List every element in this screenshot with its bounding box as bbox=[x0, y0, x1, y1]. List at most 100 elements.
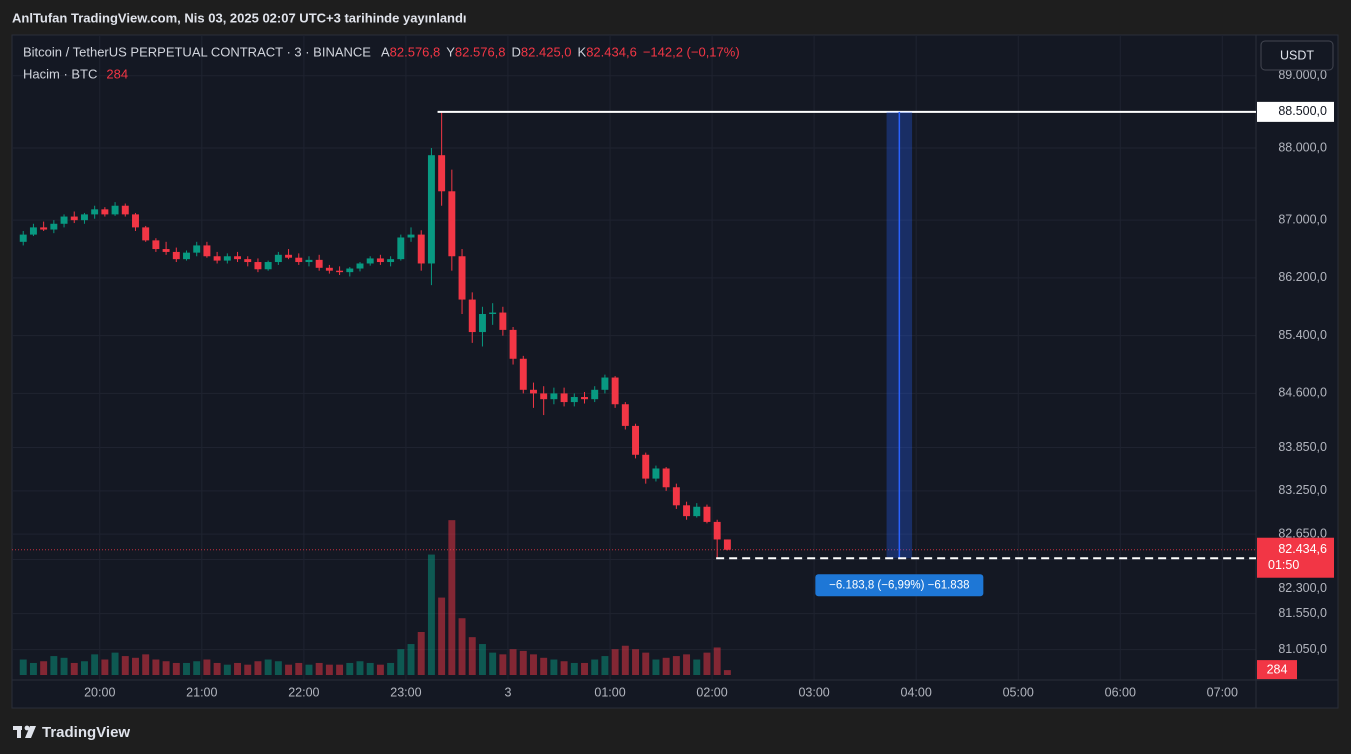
volume-bar bbox=[346, 662, 354, 675]
candle-body bbox=[723, 539, 731, 550]
plot bbox=[19, 111, 731, 675]
volume-bar bbox=[713, 647, 721, 675]
candle-body bbox=[672, 487, 680, 506]
volume-bar bbox=[591, 659, 599, 675]
volume-bar bbox=[132, 657, 139, 675]
currency-label[interactable]: USDT bbox=[1280, 48, 1314, 62]
x-tick-label: 04:00 bbox=[901, 685, 932, 699]
candle-body bbox=[458, 256, 466, 300]
candle-body bbox=[121, 205, 129, 215]
volume-bar bbox=[50, 656, 58, 675]
publish-title: AnlTufan TradingView.com, Nis 03, 2025 0… bbox=[12, 10, 467, 25]
ohlc-value: 82.576,8 bbox=[390, 44, 441, 59]
volume-bar bbox=[662, 657, 670, 675]
x-tick-label: 21:00 bbox=[186, 685, 217, 699]
volume-bar bbox=[438, 597, 446, 675]
candle-body bbox=[417, 234, 425, 264]
volume-bar bbox=[478, 644, 486, 675]
ohlc-key: D bbox=[512, 44, 521, 59]
legend: Bitcoin / TetherUS PERPETUAL CONTRACT · … bbox=[23, 44, 740, 81]
candle-body bbox=[468, 299, 476, 333]
volume-bar bbox=[387, 662, 395, 675]
volume-bar bbox=[285, 664, 293, 675]
overlay: 89.000,0 88.000,0 87.000,0 86.200,0 85.400,0… bbox=[12, 68, 1334, 699]
volume-bar bbox=[356, 661, 364, 675]
volume-bar bbox=[642, 652, 650, 675]
x-tick-label: 20:00 bbox=[84, 685, 115, 699]
x-tick-label: 3 bbox=[504, 685, 511, 699]
candle-body bbox=[183, 252, 190, 260]
candle-body bbox=[60, 216, 68, 224]
candle-body bbox=[662, 468, 670, 488]
y-tick-label: 81.550,0 bbox=[1278, 606, 1327, 620]
volume-bar bbox=[519, 650, 527, 675]
volume-bar bbox=[672, 656, 680, 675]
candle-body bbox=[611, 377, 619, 405]
volume-bar bbox=[336, 664, 344, 675]
candle-body bbox=[305, 259, 313, 263]
candle-body bbox=[234, 256, 242, 260]
last-price-box bbox=[1257, 537, 1334, 578]
y-tick-label: 84.600,0 bbox=[1278, 386, 1327, 400]
ohlc-value: 82.576,8 bbox=[455, 44, 506, 59]
y-tick-label: 88.000,0 bbox=[1278, 140, 1327, 154]
volume-bar bbox=[29, 662, 37, 675]
candle-body bbox=[346, 268, 354, 273]
grid bbox=[12, 35, 1256, 680]
y-tick-label: 89.000,0 bbox=[1278, 68, 1327, 82]
y-tick-label: 82.650,0 bbox=[1278, 526, 1327, 540]
volume-bar bbox=[193, 661, 201, 675]
candle-body bbox=[570, 397, 578, 403]
candle-body bbox=[581, 397, 588, 400]
volume-bar bbox=[407, 644, 415, 675]
currency-button[interactable] bbox=[1260, 40, 1334, 71]
candle-body bbox=[407, 234, 415, 238]
volume-bar bbox=[652, 659, 660, 675]
volume-bar bbox=[183, 662, 190, 675]
candle-body bbox=[387, 259, 395, 263]
candle-body bbox=[254, 262, 262, 270]
volume-bar bbox=[91, 654, 99, 675]
change-value: −142,2 (−0,17%) bbox=[643, 44, 740, 59]
x-tick-label: 06:00 bbox=[1105, 685, 1136, 699]
volume-bar bbox=[40, 661, 48, 675]
y-tick-label: 82.300,0 bbox=[1278, 581, 1327, 595]
measure-label: −6.183,8 (−6,99%) −61.838 bbox=[829, 579, 969, 591]
candle-body bbox=[19, 234, 27, 242]
candle-body bbox=[80, 214, 88, 221]
volume-bar bbox=[121, 656, 129, 675]
candle-body bbox=[285, 254, 293, 258]
volume-bar bbox=[152, 659, 160, 675]
candle-body bbox=[397, 237, 405, 260]
candle-body bbox=[142, 227, 150, 241]
volume-bar bbox=[499, 654, 507, 675]
candle-body bbox=[713, 521, 721, 540]
symbol-title: Bitcoin / TetherUS PERPETUAL CONTRACT · … bbox=[23, 44, 371, 59]
candle-body bbox=[683, 505, 691, 517]
ohlc-key: Y bbox=[446, 44, 455, 59]
candle-body bbox=[530, 389, 537, 394]
candle-body bbox=[325, 267, 333, 271]
candle-body bbox=[632, 425, 640, 455]
volume-bar bbox=[530, 654, 537, 675]
candle-body bbox=[642, 454, 650, 479]
volume-bar bbox=[234, 662, 242, 675]
volume-bar bbox=[142, 654, 150, 675]
candle-body bbox=[295, 257, 303, 263]
volume-bar bbox=[244, 664, 252, 675]
x-tick-label: 02:00 bbox=[696, 685, 727, 699]
volume-bar bbox=[581, 662, 588, 675]
volume-bar bbox=[366, 662, 374, 675]
candle-body bbox=[550, 393, 558, 400]
volume-bar bbox=[80, 661, 88, 675]
volume-bar bbox=[19, 659, 27, 675]
ohlc-value: 82.425,0 bbox=[521, 44, 572, 59]
volume-bar bbox=[376, 664, 384, 675]
chart-frame bbox=[11, 34, 1339, 709]
candle-body bbox=[50, 223, 58, 230]
candle-body bbox=[274, 254, 282, 263]
candle-body bbox=[162, 249, 170, 252]
volume-bar bbox=[264, 659, 272, 675]
volume-bar bbox=[723, 670, 731, 675]
volume-bar bbox=[611, 649, 619, 675]
